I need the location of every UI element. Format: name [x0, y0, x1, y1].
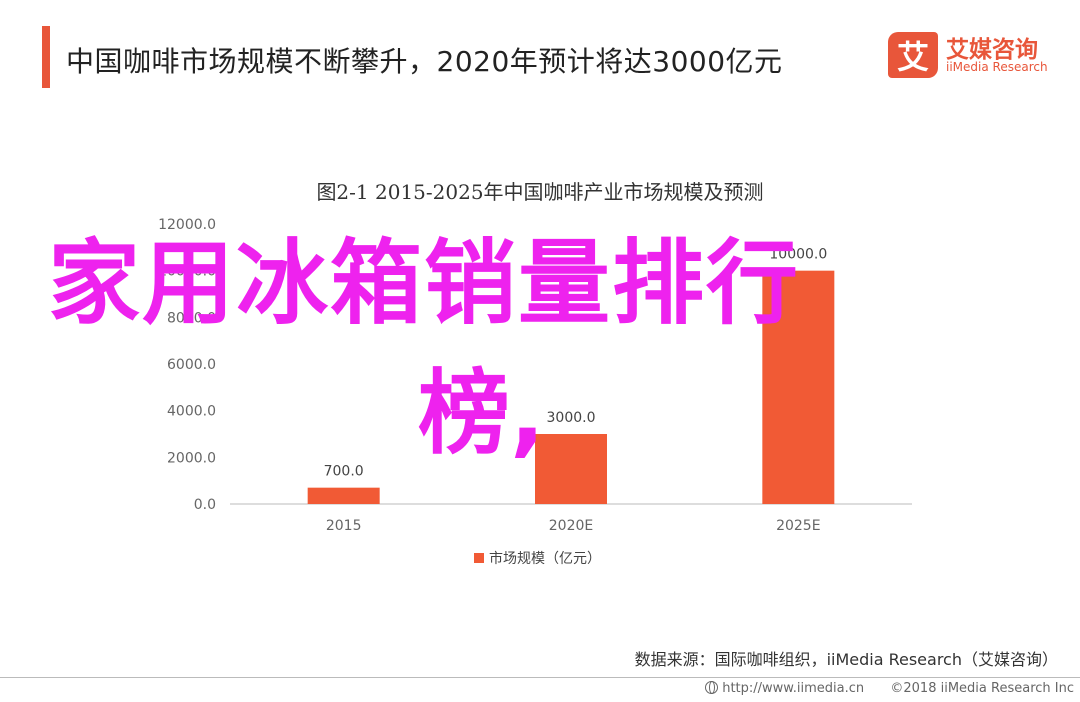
y-tick-label: 10000.0: [158, 264, 216, 280]
bar: [762, 270, 835, 504]
source-note: 数据来源：国际咖啡组织，iiMedia Research（艾媒咨询）: [634, 650, 1058, 669]
footer-divider: [0, 677, 1080, 678]
logo-mark-icon: 艾: [888, 32, 938, 78]
globe-icon: [705, 681, 719, 694]
y-tick-label: 4000.0: [167, 404, 216, 420]
header-accent-bar: [42, 26, 50, 88]
bar: [307, 487, 380, 504]
chart-title: 图2-1 2015-2025年中国咖啡产业市场规模及预测: [316, 180, 764, 204]
bar: [535, 434, 607, 504]
y-tick-label: 6000.0: [167, 357, 216, 373]
y-tick-label: 0.0: [194, 497, 216, 513]
logo-en-text: iiMedia Research: [946, 60, 1048, 74]
data-label: 3000.0: [547, 410, 596, 426]
y-tick-label: 2000.0: [167, 450, 216, 466]
iimedia-logo: 艾 艾媒咨询 iiMedia Research: [888, 30, 1058, 80]
footer-url[interactable]: http://www.iimedia.cn: [722, 681, 865, 696]
data-label: 10000.0: [769, 247, 827, 263]
y-tick-label: 12000.0: [158, 217, 216, 233]
footer: http://www.iimedia.cn ©2018 iiMedia Rese…: [705, 681, 1074, 696]
x-tick-label: 2015: [326, 518, 362, 534]
x-tick-label: 2025E: [776, 518, 820, 534]
legend-swatch: [474, 553, 484, 563]
page-title: 中国咖啡市场规模不断攀升，2020年预计将达3000亿元: [66, 45, 783, 78]
footer-copyright: ©2018 iiMedia Research Inc: [890, 681, 1074, 696]
x-tick-label: 2020E: [549, 518, 593, 534]
logo-cn-text: 艾媒咨询: [946, 37, 1038, 63]
data-label: 700.0: [324, 464, 364, 480]
legend-label: 市场规模（亿元）: [489, 550, 601, 567]
y-tick-label: 8000.0: [167, 310, 216, 326]
